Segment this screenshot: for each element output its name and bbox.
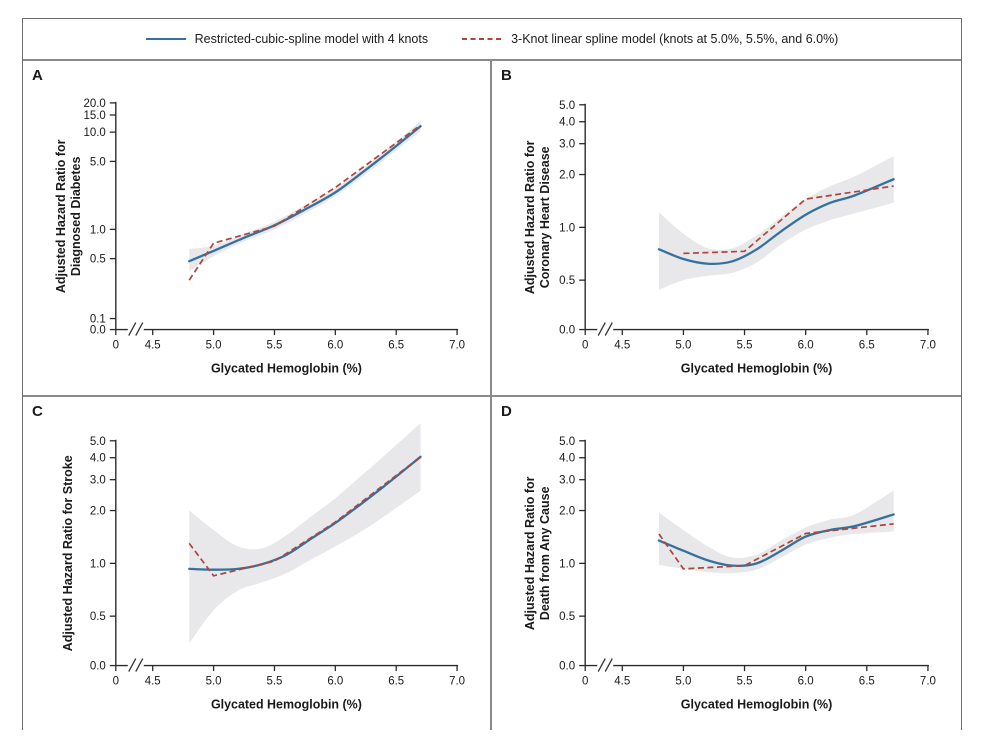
svg-text:Adjusted Hazard Ratio for: Adjusted Hazard Ratio for <box>523 476 537 630</box>
svg-text:5.0: 5.0 <box>206 340 222 352</box>
svg-text:2.0: 2.0 <box>90 505 106 517</box>
svg-text:5.0: 5.0 <box>675 675 691 687</box>
svg-text:0.5: 0.5 <box>559 611 575 623</box>
svg-text:Glycated Hemoglobin (%): Glycated Hemoglobin (%) <box>211 697 362 711</box>
svg-text:5.5: 5.5 <box>266 675 282 687</box>
svg-text:Glycated Hemoglobin (%): Glycated Hemoglobin (%) <box>681 362 833 376</box>
svg-text:6.5: 6.5 <box>859 675 875 687</box>
svg-text:5.5: 5.5 <box>737 340 753 352</box>
svg-text:0: 0 <box>113 340 119 352</box>
solid-line-swatch <box>145 37 186 41</box>
svg-text:1.0: 1.0 <box>90 558 106 570</box>
svg-text:5.5: 5.5 <box>266 340 282 352</box>
svg-text:6.0: 6.0 <box>327 675 343 687</box>
panel-b-chart: 5.0 4.0 3.0 2.0 1.0 0.5 0.0 0 4.5 5.0 5.5 6.0 6.5 7.0… <box>523 100 936 376</box>
legend-item-cubic-spline: Restricted-cubic-spline model with 4 kno… <box>145 32 429 46</box>
svg-text:0.1: 0.1 <box>90 314 106 326</box>
svg-text:4.0: 4.0 <box>559 452 575 464</box>
svg-text:6.0: 6.0 <box>798 340 814 352</box>
svg-text:2.0: 2.0 <box>559 170 575 182</box>
svg-text:0: 0 <box>582 675 588 687</box>
panel-d-chart: 5.0 4.0 3.0 2.0 1.0 0.5 0.0 0 4.5 5.0 5.5 6.0 6.5 7.0… <box>523 436 936 712</box>
svg-text:Diagnosed Diabetes: Diagnosed Diabetes <box>69 156 83 276</box>
svg-text:Glycated Hemoglobin (%): Glycated Hemoglobin (%) <box>681 697 833 711</box>
svg-text:10.0: 10.0 <box>84 127 106 139</box>
svg-text:4.5: 4.5 <box>145 340 161 352</box>
svg-text:7.0: 7.0 <box>449 675 465 687</box>
svg-text:Adjusted Hazard Ratio for Stro: Adjusted Hazard Ratio for Stroke <box>61 455 75 651</box>
panel-a-chart: 20.015.0 10.0 5.0 1.0 0.5 0.10.0 0 4.5 5.0 5.5 6.0… <box>54 98 465 376</box>
svg-text:7.0: 7.0 <box>920 340 936 352</box>
svg-text:Adjusted Hazard Ratio for: Adjusted Hazard Ratio for <box>54 139 68 293</box>
svg-text:6.5: 6.5 <box>859 340 875 352</box>
panel-letter-d: D <box>501 402 512 420</box>
svg-text:4.5: 4.5 <box>614 340 630 352</box>
svg-text:0.0: 0.0 <box>90 660 106 672</box>
svg-text:0: 0 <box>113 675 119 687</box>
svg-text:1.0: 1.0 <box>559 222 575 234</box>
svg-text:Death from Any Cause: Death from Any Cause <box>538 486 552 620</box>
svg-text:5.0: 5.0 <box>559 100 575 112</box>
svg-text:4.5: 4.5 <box>145 675 161 687</box>
svg-text:Coronary Heart Disease: Coronary Heart Disease <box>538 146 552 288</box>
svg-text:5.0: 5.0 <box>675 340 691 352</box>
svg-text:6.0: 6.0 <box>798 675 814 687</box>
svg-text:6.5: 6.5 <box>388 340 404 352</box>
panel-b: B 5.0 4.0 3.0 2.0 1.0 0.5 0.0 0 4.5 5.0 5.5 6.0 6.5 7… <box>492 61 961 397</box>
panel-d: D 5.0 4.0 3.0 2.0 1.0 0.5 0.0 0 4.5 5.0 5.5 6.0 6.5 7… <box>492 396 961 731</box>
svg-text:0.0: 0.0 <box>90 325 106 337</box>
panel-c: C 5.0 4.0 3.0 2.0 1.0 0.5 0.0 0 4.5 5.0 5.5 6.0 6.5 7… <box>23 396 492 731</box>
svg-text:0: 0 <box>582 340 588 352</box>
svg-text:3.0: 3.0 <box>90 474 106 486</box>
svg-text:6.0: 6.0 <box>327 340 343 352</box>
svg-text:1.0: 1.0 <box>90 224 106 236</box>
panel-letter-c: C <box>32 402 43 420</box>
legend-item-linear-spline: 3-Knot linear spline model (knots at 5.0… <box>462 32 838 46</box>
panel-letter-b: B <box>501 67 512 84</box>
svg-text:3.0: 3.0 <box>559 139 575 151</box>
svg-text:5.0: 5.0 <box>559 436 575 448</box>
svg-text:4.0: 4.0 <box>90 452 106 464</box>
svg-text:1.0: 1.0 <box>559 558 575 570</box>
svg-text:0.5: 0.5 <box>90 611 106 623</box>
panel-letter-a: A <box>32 67 43 84</box>
svg-text:0.0: 0.0 <box>559 325 575 337</box>
svg-text:5.0: 5.0 <box>90 435 106 447</box>
svg-text:5.0: 5.0 <box>90 156 106 168</box>
svg-text:Adjusted Hazard Ratio for: Adjusted Hazard Ratio for <box>523 140 537 294</box>
panel-c-chart: 5.0 4.0 3.0 2.0 1.0 0.5 0.0 0 4.5 5.0 5.5 6.0 6.5 7.0… <box>61 422 465 711</box>
svg-text:7.0: 7.0 <box>920 675 936 687</box>
legend: Restricted-cubic-spline model with 4 kno… <box>23 19 961 61</box>
svg-text:0.0: 0.0 <box>559 660 575 672</box>
svg-text:0.5: 0.5 <box>559 275 575 287</box>
panel-a: A 20.0 15.0 10.0 5.0 1.0 0.5 0.1 0.0 0 4.5 5.0 5.5 6… <box>23 61 492 397</box>
svg-text:20.0: 20.0 <box>84 98 106 110</box>
svg-text:0.5: 0.5 <box>90 254 106 266</box>
svg-text:4.5: 4.5 <box>614 675 630 687</box>
panel-grid: A 20.0 15.0 10.0 5.0 1.0 0.5 0.1 0.0 0 4.5 5.0 5.5 6… <box>23 61 961 731</box>
svg-text:3.0: 3.0 <box>559 474 575 486</box>
dashed-line-swatch <box>462 38 503 40</box>
figure: Restricted-cubic-spline model with 4 kno… <box>22 18 962 731</box>
svg-text:5.0: 5.0 <box>206 675 222 687</box>
svg-text:2.0: 2.0 <box>559 505 575 517</box>
svg-text:Glycated Hemoglobin (%): Glycated Hemoglobin (%) <box>211 362 362 376</box>
svg-text:6.5: 6.5 <box>388 675 404 687</box>
svg-text:4.0: 4.0 <box>559 117 575 129</box>
svg-text:15.0: 15.0 <box>84 110 106 122</box>
legend-label-cubic-spline: Restricted-cubic-spline model with 4 kno… <box>194 32 429 46</box>
svg-text:5.5: 5.5 <box>737 675 753 687</box>
legend-label-linear-spline: 3-Knot linear spline model (knots at 5.0… <box>511 32 839 46</box>
svg-text:7.0: 7.0 <box>449 340 465 352</box>
